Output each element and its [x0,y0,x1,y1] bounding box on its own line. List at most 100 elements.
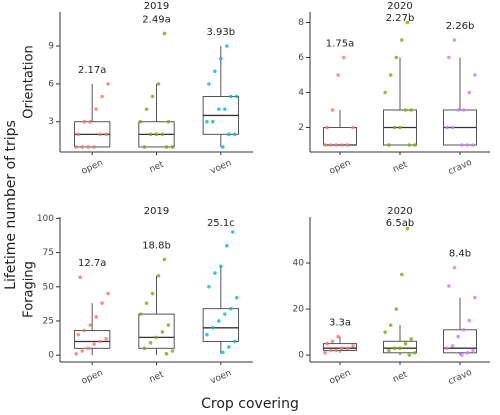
y-axis-label: Lifetime number of trips [3,120,19,290]
point [467,318,472,323]
point [394,307,399,311]
point [383,90,387,95]
point [409,108,413,112]
point [166,323,171,327]
point [405,226,410,231]
annotation: 8.4b [449,249,471,260]
x-tick-label: net [391,370,409,386]
point [328,143,333,147]
point [340,143,344,147]
point [465,350,470,355]
point [461,327,466,332]
y-tick-label: 50 [43,282,55,292]
y-tick-label: 9 [48,42,54,52]
y-tick-label: 4 [298,88,304,98]
point [156,274,161,278]
panel-title: 2020 [387,1,412,12]
point [398,125,402,130]
point [160,330,165,334]
point [80,349,85,353]
point [144,301,149,305]
point [400,38,404,42]
point [166,119,171,124]
x-tick-label: net [148,370,166,386]
point [387,143,391,147]
x-tick-label: cravo [447,157,474,177]
point [403,341,408,346]
point [98,132,102,137]
x-tick-label: net [391,160,409,176]
point [162,31,167,36]
x-axis-label: Crop covering [201,396,299,412]
point [88,323,92,327]
point [207,284,211,289]
point [138,312,143,316]
point [221,350,225,355]
point [456,108,460,112]
point [219,56,223,61]
point [456,334,460,339]
y-tick-label: 20 [293,305,305,315]
point [76,132,81,137]
point [82,328,87,333]
point [213,271,217,275]
point [234,295,239,300]
point [336,73,340,77]
x-tick-label: net [148,160,166,176]
point [388,323,393,327]
point [162,257,167,262]
point [398,346,402,350]
point [323,350,327,355]
point [138,119,143,124]
point [225,44,229,48]
point [164,145,169,149]
point [228,306,233,311]
point [452,265,457,270]
point [330,108,335,112]
point [142,346,147,351]
point [156,82,161,86]
point [383,330,387,334]
box [443,329,477,354]
point [148,341,153,345]
point [413,350,417,355]
point [94,315,98,319]
point [392,125,397,130]
point [225,243,229,248]
point [217,319,221,323]
y-tick-label: 25 [43,316,54,326]
point [340,346,344,350]
point [413,143,417,147]
point [148,132,153,137]
point [74,351,79,356]
point [447,284,451,288]
point [345,346,350,350]
point [450,344,455,348]
annotation: 18.8b [142,240,171,251]
point [217,107,221,111]
point [98,339,102,344]
point [226,345,231,349]
point [460,353,464,357]
x-tick-label: voen [209,158,233,176]
point [330,339,335,344]
annotation: 1.75a [326,39,354,50]
point [100,94,104,99]
point [213,69,217,74]
point [74,145,79,149]
y-tick-label: 6 [48,79,54,89]
point [409,337,413,341]
point [207,82,211,86]
point [164,351,169,356]
point [336,334,340,339]
point [325,125,329,130]
point [211,326,215,330]
point [86,145,90,149]
box [383,340,417,354]
point [219,264,223,269]
annotation: 2.17a [78,65,106,76]
point [461,108,466,112]
y-tick-label: 40 [293,259,305,269]
point [80,145,85,149]
